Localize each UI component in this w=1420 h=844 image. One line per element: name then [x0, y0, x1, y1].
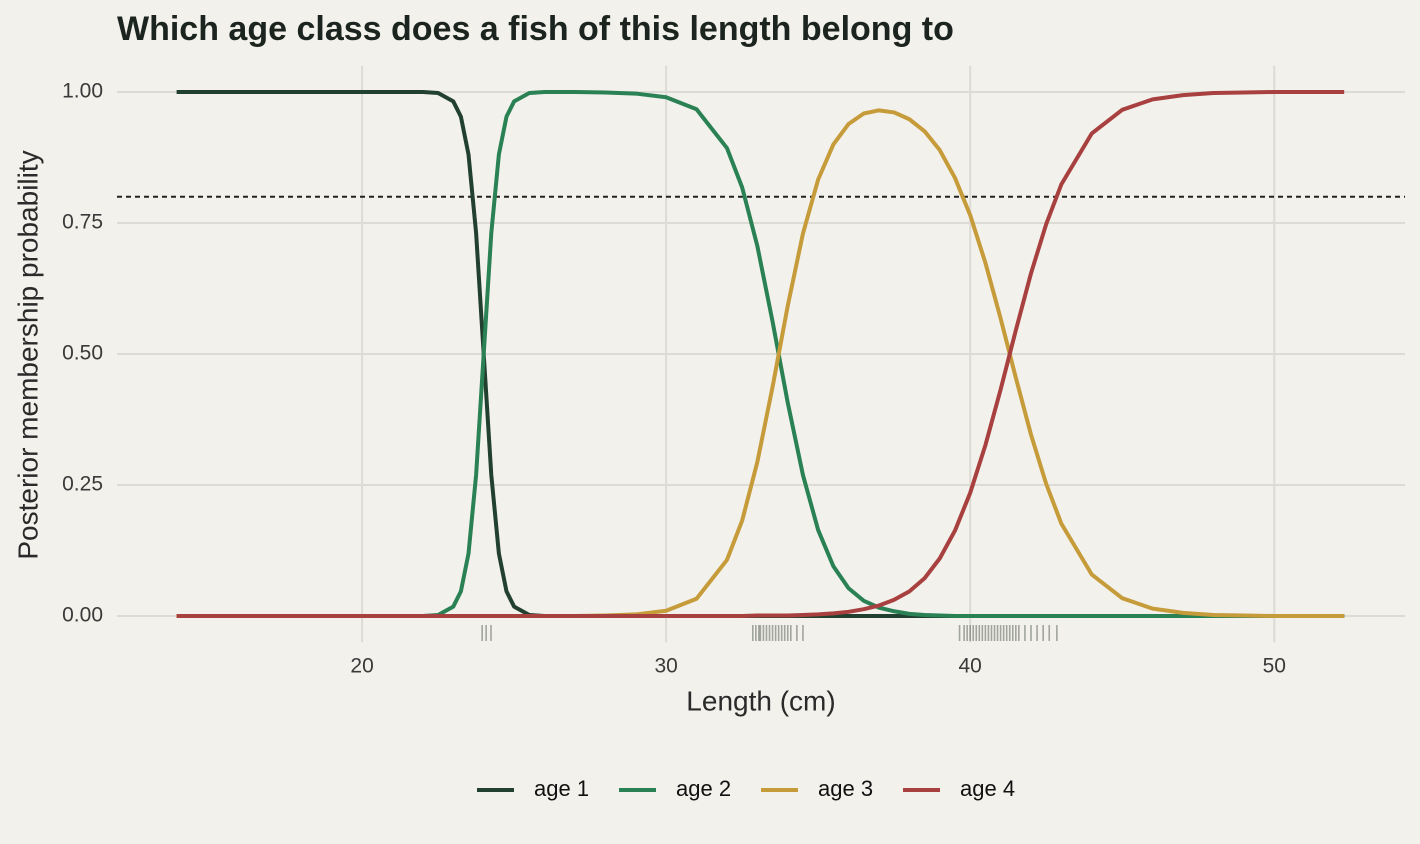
legend-label: age 3: [818, 776, 873, 801]
y-axis-title: Posterior membership probability: [12, 150, 43, 559]
series-line: [176, 90, 1345, 618]
y-tick-label: 0.75: [62, 211, 103, 234]
legend-label: age 1: [534, 776, 589, 801]
chart-title: Which age class does a fish of this leng…: [117, 10, 954, 48]
y-tick-label: 0.00: [62, 604, 103, 627]
y-tick-label: 0.25: [62, 473, 103, 496]
series-line: [176, 90, 1345, 618]
x-tick-label: 20: [350, 655, 373, 678]
x-tick-label: 40: [959, 655, 982, 678]
x-tick-label: 30: [654, 655, 677, 678]
x-tick-label: 50: [1263, 655, 1286, 678]
legend-label: age 2: [676, 776, 731, 801]
y-tick-label: 1.00: [62, 80, 103, 103]
x-axis-title: Length (cm): [686, 685, 835, 716]
y-tick-label: 0.50: [62, 342, 103, 365]
legend-label: age 4: [960, 776, 1015, 801]
